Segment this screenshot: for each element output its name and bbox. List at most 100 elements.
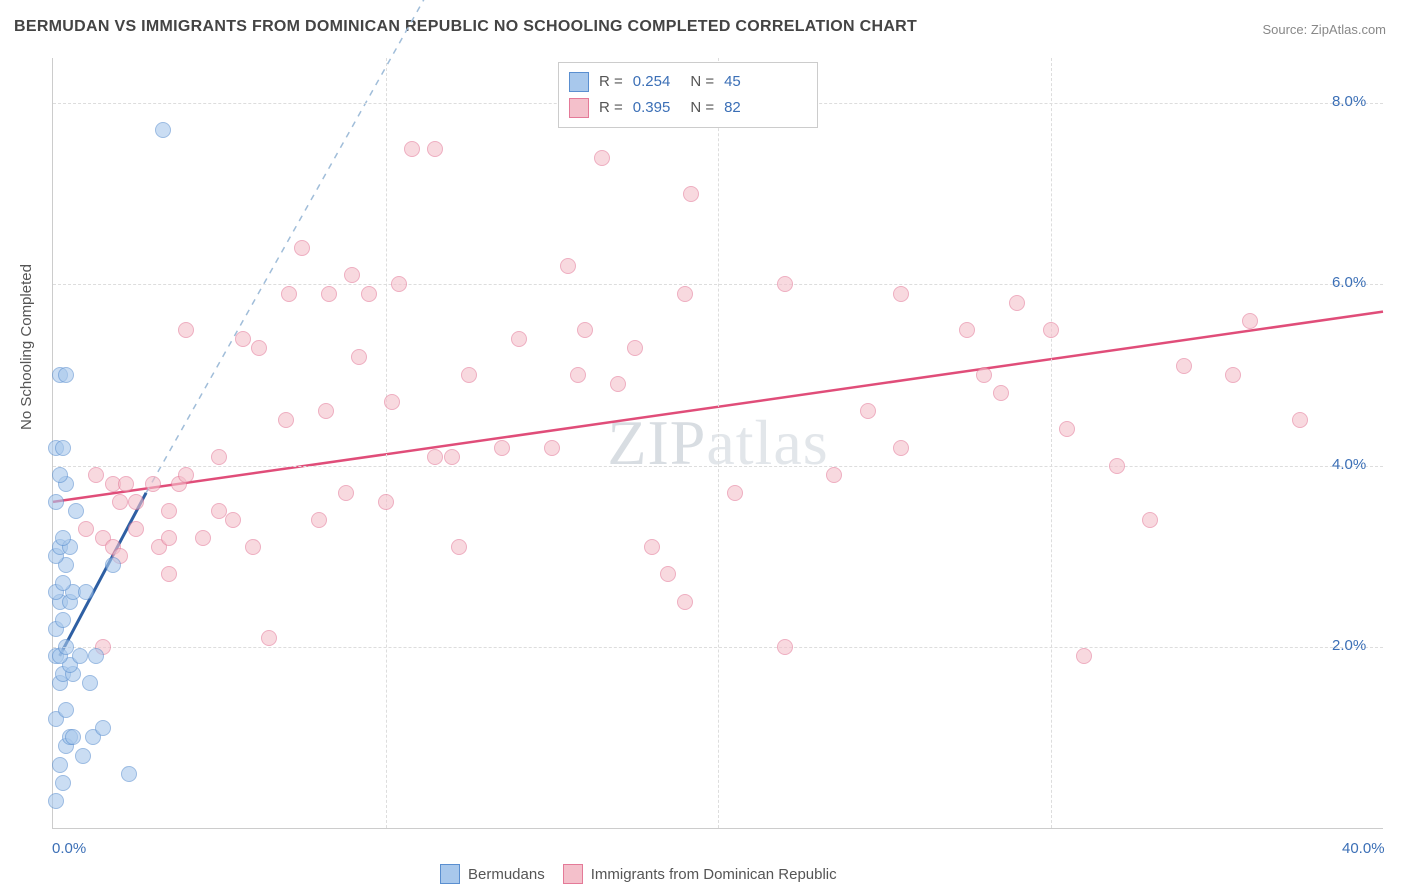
data-point	[261, 630, 277, 646]
data-point	[727, 485, 743, 501]
data-point	[361, 286, 377, 302]
data-point	[677, 594, 693, 610]
data-point	[427, 141, 443, 157]
data-point	[52, 757, 68, 773]
y-tick-label: 2.0%	[1332, 637, 1366, 654]
data-point	[570, 367, 586, 383]
data-point	[451, 539, 467, 555]
data-point	[1009, 295, 1025, 311]
data-point	[178, 467, 194, 483]
correlation-legend: R = 0.254 N = 45 R = 0.395 N = 82	[558, 62, 818, 128]
series-legend: Bermudans Immigrants from Dominican Repu…	[440, 864, 837, 884]
data-point	[48, 494, 64, 510]
data-point	[1176, 358, 1192, 374]
x-tick-label: 40.0%	[1342, 840, 1385, 857]
data-point	[128, 521, 144, 537]
data-point	[128, 494, 144, 510]
data-point	[860, 403, 876, 419]
data-point	[294, 240, 310, 256]
y-tick-label: 6.0%	[1332, 274, 1366, 291]
y-axis-label: No Schooling Completed	[18, 264, 35, 430]
x-tick-label: 0.0%	[52, 840, 86, 857]
data-point	[251, 340, 267, 356]
data-point	[1109, 458, 1125, 474]
data-point	[318, 403, 334, 419]
data-point	[444, 449, 460, 465]
legend-row-dominican: R = 0.395 N = 82	[569, 95, 807, 121]
chart-plot-area: ZIPatlas	[52, 58, 1383, 829]
data-point	[321, 286, 337, 302]
data-point	[993, 385, 1009, 401]
data-point	[627, 340, 643, 356]
data-point	[118, 476, 134, 492]
data-point	[351, 349, 367, 365]
data-point	[278, 412, 294, 428]
data-point	[959, 322, 975, 338]
data-point	[1292, 412, 1308, 428]
data-point	[610, 376, 626, 392]
data-point	[55, 612, 71, 628]
data-point	[82, 675, 98, 691]
swatch-dominican	[569, 98, 589, 118]
data-point	[88, 648, 104, 664]
data-point	[660, 566, 676, 582]
data-point	[281, 286, 297, 302]
data-point	[65, 729, 81, 745]
data-point	[404, 141, 420, 157]
data-point	[777, 276, 793, 292]
gridline-v	[1051, 58, 1052, 828]
data-point	[461, 367, 477, 383]
data-point	[55, 530, 71, 546]
data-point	[161, 530, 177, 546]
data-point	[72, 648, 88, 664]
data-point	[976, 367, 992, 383]
data-point	[211, 449, 227, 465]
data-point	[235, 331, 251, 347]
swatch-bermudans	[569, 72, 589, 92]
data-point	[644, 539, 660, 555]
data-point	[68, 503, 84, 519]
data-point	[777, 639, 793, 655]
data-point	[683, 186, 699, 202]
data-point	[225, 512, 241, 528]
data-point	[338, 485, 354, 501]
data-point	[105, 557, 121, 573]
data-point	[384, 394, 400, 410]
y-tick-label: 8.0%	[1332, 93, 1366, 110]
data-point	[311, 512, 327, 528]
data-point	[1076, 648, 1092, 664]
swatch-dominican-icon	[563, 864, 583, 884]
data-point	[155, 122, 171, 138]
gridline-v	[386, 58, 387, 828]
legend-item-bermudans: Bermudans	[440, 864, 545, 884]
data-point	[544, 440, 560, 456]
data-point	[58, 702, 74, 718]
data-point	[55, 440, 71, 456]
data-point	[677, 286, 693, 302]
data-point	[1242, 313, 1258, 329]
data-point	[55, 575, 71, 591]
swatch-bermudans-icon	[440, 864, 460, 884]
data-point	[378, 494, 394, 510]
data-point	[826, 467, 842, 483]
data-point	[88, 467, 104, 483]
data-point	[893, 440, 909, 456]
data-point	[893, 286, 909, 302]
data-point	[344, 267, 360, 283]
legend-row-bermudans: R = 0.254 N = 45	[569, 69, 807, 95]
data-point	[1225, 367, 1241, 383]
data-point	[112, 494, 128, 510]
source-label: Source: ZipAtlas.com	[1262, 22, 1386, 37]
data-point	[55, 775, 71, 791]
data-point	[511, 331, 527, 347]
y-tick-label: 4.0%	[1332, 456, 1366, 473]
data-point	[391, 276, 407, 292]
data-point	[195, 530, 211, 546]
legend-item-dominican: Immigrants from Dominican Republic	[563, 864, 837, 884]
data-point	[1043, 322, 1059, 338]
data-point	[594, 150, 610, 166]
data-point	[145, 476, 161, 492]
data-point	[560, 258, 576, 274]
data-point	[1059, 421, 1075, 437]
gridline-v	[718, 58, 719, 828]
